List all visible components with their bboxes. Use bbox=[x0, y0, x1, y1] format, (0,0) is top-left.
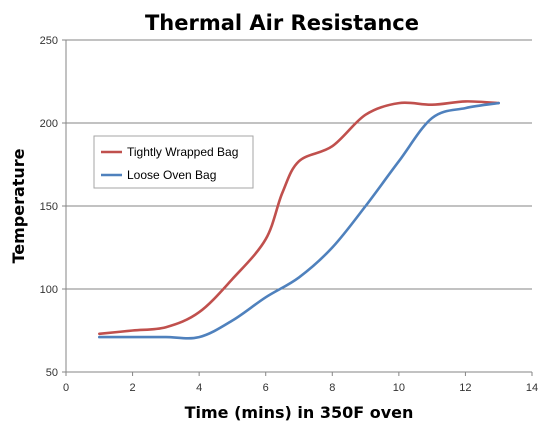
grid-lines bbox=[66, 39, 532, 290]
x-tick-label: 6 bbox=[263, 382, 269, 394]
chart-title: Thermal Air Resistance bbox=[145, 11, 419, 35]
x-tick-label: 2 bbox=[130, 382, 136, 394]
y-tick-label: 50 bbox=[46, 367, 58, 379]
y-tick-label: 200 bbox=[40, 118, 58, 130]
y-tick-label: 150 bbox=[40, 201, 58, 213]
legend: Tightly Wrapped Bag Loose Oven Bag bbox=[93, 135, 254, 189]
series-line-tightly-wrapped bbox=[98, 100, 500, 336]
x-tick-label: 8 bbox=[329, 382, 335, 394]
x-tick-label: 4 bbox=[196, 382, 202, 394]
x-tick-label: 10 bbox=[393, 382, 405, 394]
x-tick-label: 0 bbox=[63, 382, 69, 394]
axis-ticks: 50 100 150 200 250 0 2 4 6 8 10 12 14 bbox=[40, 35, 538, 394]
x-axis-title: Time (mins) in 350F oven bbox=[185, 403, 414, 422]
series-line-loose-oven bbox=[98, 101, 500, 340]
x-tick-label: 14 bbox=[526, 382, 538, 394]
legend-label-loose-oven: Loose Oven Bag bbox=[127, 168, 216, 182]
series-lines bbox=[98, 100, 500, 340]
y-tick-label: 100 bbox=[40, 284, 58, 296]
legend-box bbox=[93, 135, 254, 189]
y-axis-title: Temperature bbox=[9, 148, 28, 263]
x-tick-label: 12 bbox=[459, 382, 471, 394]
y-tick-label: 250 bbox=[40, 35, 58, 47]
legend-label-tightly-wrapped: Tightly Wrapped Bag bbox=[127, 145, 238, 159]
